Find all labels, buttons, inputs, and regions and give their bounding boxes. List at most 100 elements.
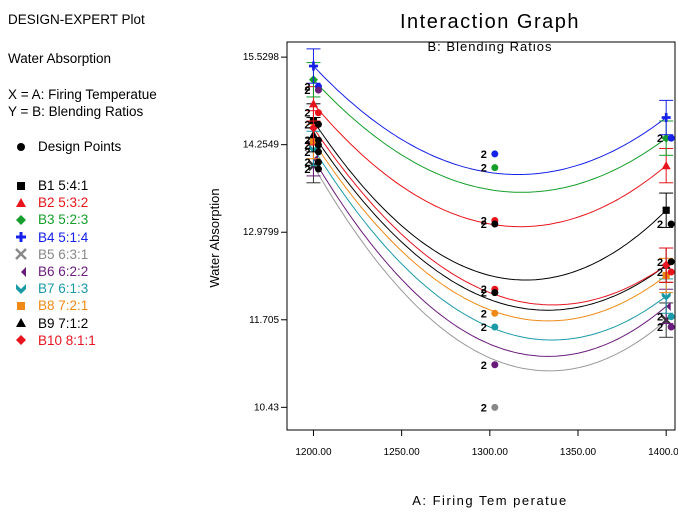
series-curve <box>313 165 667 372</box>
design-point-count: 2 <box>304 147 310 159</box>
square-icon <box>14 299 28 313</box>
design-point-count: 2 <box>481 360 487 372</box>
series-curve <box>313 148 667 341</box>
legend-label: B7 6:1:3 <box>38 281 89 297</box>
x-tick-label: 1250.00 <box>384 447 421 458</box>
legend-marker <box>16 266 26 277</box>
design-point-count: 2 <box>481 402 487 414</box>
design-point-count: 2 <box>481 308 487 320</box>
bowtie-icon <box>14 265 28 279</box>
triangle-icon <box>14 316 28 330</box>
circle-icon <box>14 140 28 154</box>
diamond-icon <box>14 333 28 347</box>
legend-marker <box>16 232 26 243</box>
design-points-legend: Design Points <box>14 139 121 154</box>
legend-label: B4 5:1:4 <box>38 229 89 245</box>
design-point <box>314 120 322 128</box>
series-marker <box>661 133 671 143</box>
legend-item: B2 5:3:2 <box>14 195 88 210</box>
legend-item: B9 7:1:2 <box>14 316 88 331</box>
legend-marker <box>16 318 26 328</box>
legend-item: B10 8:1:1 <box>14 333 96 348</box>
series-curve <box>313 65 667 175</box>
x-tick-label: 1300.00 <box>472 447 509 458</box>
design-point <box>491 403 499 411</box>
design-point <box>314 148 322 156</box>
design-point-count: 2 <box>304 135 310 147</box>
design-point <box>314 109 322 117</box>
design-points-label: Design Points <box>38 139 122 154</box>
legend-marker <box>16 335 26 346</box>
design-point <box>491 309 499 317</box>
legend-label: B9 7:1:2 <box>38 315 89 331</box>
design-point-count: 2 <box>657 257 663 269</box>
design-point-count: 2 <box>481 219 487 231</box>
design-point-count: 2 <box>481 284 487 296</box>
design-point <box>667 134 675 142</box>
series-curve <box>313 79 667 193</box>
chevron-icon <box>14 282 28 296</box>
legend-item: B6 6:2:2 <box>14 264 88 279</box>
design-point <box>314 86 322 94</box>
error-bars <box>306 48 674 338</box>
legend-label: B5 6:3:1 <box>38 246 89 262</box>
design-point-count: 2 <box>657 219 663 231</box>
legend-item: B5 6:3:1 <box>14 247 88 262</box>
x-tick-label: 1200.00 <box>295 447 332 458</box>
legend-marker <box>17 301 25 310</box>
design-point-count: 2 <box>304 164 310 176</box>
y-axis: 10.43 11.705 12.9799 14.2549 15.5298 <box>243 52 287 413</box>
series-curve <box>313 120 667 281</box>
chart-subtitle: B: Blending Ratios <box>428 39 553 54</box>
design-point-count: 2 <box>657 322 663 334</box>
y-tick-label: 11.705 <box>249 315 279 326</box>
design-point-count: 2 <box>304 140 310 152</box>
design-point <box>491 150 499 158</box>
y-definition-label: Y = B: Blending Ratios <box>8 104 144 119</box>
design-point-count: 2 <box>481 163 487 175</box>
legend-label: B8 7:2:1 <box>38 298 89 314</box>
legend-marker <box>15 248 27 261</box>
square-icon <box>14 179 28 193</box>
x-axis: 1200.00 1250.00 1300.00 1350.00 1400.00 <box>295 430 678 458</box>
y-tick-label: 15.5298 <box>243 52 280 63</box>
legend-item: B8 7:2:1 <box>14 298 88 313</box>
x-axis-label: A: Firing Tem peratue <box>412 493 568 508</box>
design-point <box>667 313 675 321</box>
series-marker <box>308 61 318 71</box>
design-point <box>491 323 499 331</box>
series-marker <box>662 206 670 214</box>
design-point <box>491 361 499 369</box>
design-point-count: 2 <box>304 157 310 169</box>
design-point <box>314 136 322 144</box>
legend-item: B1 5:4:1 <box>14 178 88 193</box>
x-icon <box>14 247 28 261</box>
design-point-count: 2 <box>481 288 487 300</box>
series-curve <box>313 127 667 306</box>
series-marker <box>661 291 671 301</box>
legend-label: B1 5:4:1 <box>38 178 89 193</box>
legend-item: B3 5:2:3 <box>14 212 88 227</box>
design-point <box>667 258 675 266</box>
response-label: Water Absorption <box>8 51 112 66</box>
legend-item: B4 5:1:4 <box>14 230 88 245</box>
diamond-icon <box>14 213 28 227</box>
legend-label: B2 5:3:2 <box>38 195 89 211</box>
design-point <box>314 165 322 173</box>
series-curve <box>313 134 667 311</box>
design-point <box>491 220 499 228</box>
x-tick-label: 1350.00 <box>560 447 597 458</box>
y-tick-label: 10.43 <box>254 402 279 413</box>
series-marker <box>661 113 671 123</box>
plot-kind-label: DESIGN-EXPERT Plot <box>8 12 145 27</box>
design-point-count: 2 <box>657 267 663 279</box>
legend-marker <box>16 214 26 225</box>
design-point-count: 2 <box>304 119 310 131</box>
legend-marker <box>16 197 26 207</box>
design-point-count: 2 <box>481 322 487 334</box>
triangle-icon <box>14 196 28 210</box>
series-curves <box>313 65 667 372</box>
design-point <box>491 164 499 172</box>
